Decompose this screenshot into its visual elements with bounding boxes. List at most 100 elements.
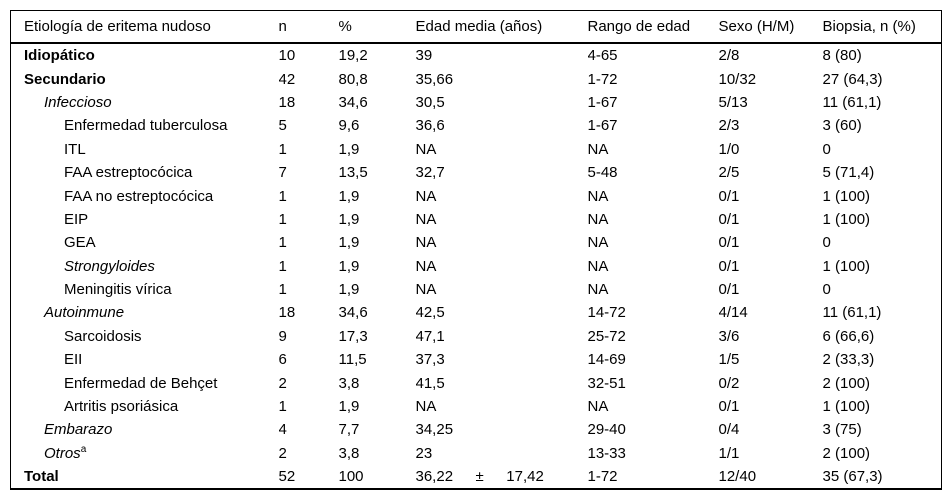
table-row: Autoinmune 18 34,6 42,5 14-72 4/14 11 (61,1) xyxy=(11,301,942,324)
table-cell: NA xyxy=(587,140,609,158)
table-cell: 32,7 xyxy=(415,164,445,182)
table-row: FAA estreptocócica 7 13,5 32,7 5-48 2/5 5 (71,… xyxy=(11,161,942,184)
table-cell: 37,3 xyxy=(415,351,445,369)
table-cell: 0 xyxy=(822,234,831,252)
table-cell: 3 (60) xyxy=(822,117,862,135)
table-cell: 42,5 xyxy=(415,304,445,322)
col-header-biopsia: Biopsia, n (%) xyxy=(822,10,942,44)
table-cell: NA xyxy=(415,187,437,205)
col-header-etiologia: Etiología de eritema nudoso xyxy=(10,10,279,44)
row-label: Enfermedad de Behçet xyxy=(64,374,218,392)
table-cell: 34,25 xyxy=(415,421,454,439)
row-label: Enfermedad tuberculosa xyxy=(64,117,228,135)
table-cell: 2 (100) xyxy=(822,374,871,392)
table-cell: 34,6 xyxy=(338,93,368,111)
row-label: Autoinmune xyxy=(44,304,125,322)
row-label: Artritis psoriásica xyxy=(64,398,179,416)
table-cell: 1-67 xyxy=(587,117,618,135)
table-cell: 2 (33,3) xyxy=(822,351,875,369)
table-cell: 18 xyxy=(278,304,296,322)
table-body: Idiopático 10 19,2 39 4-65 2/8 8 (80) Secundari… xyxy=(11,43,942,489)
table-cell: 0/1 xyxy=(718,187,740,205)
table-cell: 5-48 xyxy=(587,164,618,182)
row-label: Otrosa xyxy=(44,443,87,462)
row-label: Infeccioso xyxy=(44,93,112,111)
row-label: Meningitis vírica xyxy=(64,281,172,299)
table-cell: 1 (100) xyxy=(822,398,871,416)
table-cell: 12/40 xyxy=(718,468,757,486)
row-label: FAA estreptocócica xyxy=(64,164,193,182)
table-cell: 34,6 xyxy=(338,304,368,322)
row-label: Embarazo xyxy=(44,421,113,439)
table-cell: 1 xyxy=(278,257,287,275)
table-cell: 27 (64,3) xyxy=(822,70,883,88)
table-cell: 17,3 xyxy=(338,327,368,345)
table-cell: 23 xyxy=(415,444,433,462)
row-label: GEA xyxy=(64,234,96,252)
etiology-table: Etiología de eritema nudoso n % Edad med… xyxy=(10,10,942,491)
col-header-edad-media: Edad media (años) xyxy=(415,10,588,44)
table-cell: 1 (100) xyxy=(822,257,871,275)
table-cell: 0/1 xyxy=(718,234,740,252)
table-cell: 9,6 xyxy=(338,117,360,135)
table-cell: 3/6 xyxy=(718,327,740,345)
table-cell: 1 xyxy=(278,281,287,299)
table-cell: 36,6 xyxy=(415,117,445,135)
table-cell: 0/1 xyxy=(718,257,740,275)
table-cell: 13-33 xyxy=(587,444,626,462)
row-label: EII xyxy=(64,351,83,369)
table-cell: 0 xyxy=(822,281,831,299)
table-cell: 3,8 xyxy=(338,374,360,392)
table-cell: NA xyxy=(587,187,609,205)
table-row: Embarazo 4 7,7 34,25 29-40 0/4 3 (75) xyxy=(11,418,942,441)
table-row: Total 52 100 36,22 ± 17,42 1-72 12/40 35 (67,3… xyxy=(11,465,942,489)
table-cell: 1/0 xyxy=(718,140,740,158)
table-cell: 35,66 xyxy=(415,70,454,88)
table-cell: 0/2 xyxy=(718,374,740,392)
table-cell: 29-40 xyxy=(587,421,626,439)
table-cell: 32-51 xyxy=(587,374,626,392)
table-cell: NA xyxy=(587,398,609,416)
table-cell: 80,8 xyxy=(338,70,368,88)
table-cell: 2 xyxy=(278,444,287,462)
table-cell: 35 (67,3) xyxy=(822,468,883,486)
row-label: Strongyloides xyxy=(64,257,155,275)
table-row: GEA 1 1,9 NA NA 0/1 0 xyxy=(11,231,942,254)
table-cell: 19,2 xyxy=(338,47,368,65)
table-row: Artritis psoriásica 1 1,9 NA NA 0/1 1 (100) xyxy=(11,395,942,418)
table-cell: 11 (61,1) xyxy=(822,93,882,111)
table-cell: NA xyxy=(415,398,437,416)
table-cell: 1 xyxy=(278,398,287,416)
footnote-marker: a xyxy=(80,443,87,455)
table-cell: 0/1 xyxy=(718,398,740,416)
table-cell: 4 xyxy=(278,421,287,439)
table-cell: 100 xyxy=(338,468,364,486)
table-cell: 1/1 xyxy=(718,444,740,462)
table-row: Secundario 42 80,8 35,66 1-72 10/32 27 (64,3) xyxy=(11,67,942,90)
table-cell: 2 xyxy=(278,374,287,392)
table-cell: 47,1 xyxy=(415,327,445,345)
table-row: Meningitis vírica 1 1,9 NA NA 0/1 0 xyxy=(11,278,942,301)
table-row: Idiopático 10 19,2 39 4-65 2/8 8 (80) xyxy=(11,43,942,67)
table-cell: 1 xyxy=(278,210,287,228)
table-cell: NA xyxy=(587,210,609,228)
table-cell: NA xyxy=(587,281,609,299)
table-cell: 11,5 xyxy=(338,351,367,369)
table-cell: NA xyxy=(587,257,609,275)
table-cell: 3,8 xyxy=(338,444,360,462)
table-cell: 25-72 xyxy=(587,327,626,345)
table-row: FAA no estreptocócica 1 1,9 NA NA 0/1 1 (100) xyxy=(11,184,942,207)
table-cell: 5/13 xyxy=(718,93,748,111)
table-cell: 4/14 xyxy=(718,304,748,322)
table-cell: 2/5 xyxy=(718,164,740,182)
row-label: Secundario xyxy=(24,70,106,88)
table-row: Strongyloides 1 1,9 NA NA 0/1 1 (100) xyxy=(11,255,942,278)
table-cell: 0/4 xyxy=(718,421,740,439)
table-cell: 13,5 xyxy=(338,164,368,182)
table-cell: 1,9 xyxy=(338,140,360,158)
table-cell: 52 xyxy=(278,468,296,486)
table-row: Otrosa 2 3,8 23 13-33 1/1 2 (100) xyxy=(11,442,942,465)
table-cell: 1,9 xyxy=(338,234,360,252)
col-header-rango-edad: Rango de edad xyxy=(587,10,719,44)
